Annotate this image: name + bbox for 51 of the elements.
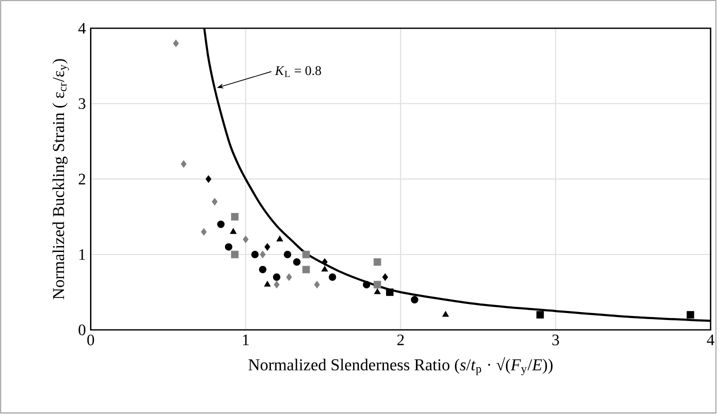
point bbox=[260, 250, 266, 258]
point bbox=[230, 228, 237, 234]
point bbox=[302, 250, 310, 258]
point bbox=[231, 213, 239, 221]
point bbox=[272, 274, 280, 282]
point bbox=[224, 243, 232, 251]
point bbox=[231, 250, 239, 258]
x-tick-label: 0 bbox=[87, 334, 94, 346]
point bbox=[251, 250, 259, 258]
point bbox=[302, 266, 310, 274]
annotation: K$_{L}$ = 0.8 bbox=[274, 66, 322, 78]
point bbox=[374, 281, 382, 289]
point bbox=[386, 288, 394, 296]
point bbox=[200, 228, 207, 236]
point bbox=[362, 281, 370, 289]
x-tick-label: 4 bbox=[706, 334, 714, 346]
point bbox=[276, 236, 284, 242]
y-tick-label: 0 bbox=[78, 324, 86, 336]
x-tick-label: 3 bbox=[552, 334, 559, 346]
y-tick-label: 2 bbox=[78, 174, 86, 185]
point bbox=[284, 250, 292, 258]
point bbox=[242, 236, 249, 244]
point bbox=[217, 220, 225, 228]
y-tick-label: 4 bbox=[78, 23, 86, 34]
point bbox=[264, 281, 271, 287]
point bbox=[374, 288, 381, 294]
point bbox=[410, 296, 418, 304]
point bbox=[442, 311, 449, 317]
point bbox=[264, 243, 270, 251]
point bbox=[180, 160, 187, 168]
point bbox=[314, 281, 320, 289]
x-tick-label: 1 bbox=[243, 334, 249, 346]
point bbox=[322, 258, 328, 266]
point bbox=[293, 258, 301, 266]
y-axis-title: Normalized Buckling Strain ( ε$_{cr}$/ε$_{y}$) bbox=[52, 59, 69, 300]
x-tick-label: 2 bbox=[397, 334, 404, 346]
point bbox=[212, 198, 218, 206]
point bbox=[536, 311, 544, 319]
point bbox=[686, 311, 694, 319]
text: Normalized Slenderness Ratio (s/t$_{p}$ · √(F$_{y}$/E)) bbox=[248, 357, 553, 376]
point bbox=[374, 258, 382, 266]
point bbox=[382, 274, 388, 282]
point bbox=[286, 274, 292, 282]
point bbox=[258, 266, 266, 274]
point bbox=[274, 281, 280, 289]
y-tick-label: 3 bbox=[78, 98, 86, 110]
point bbox=[206, 176, 212, 183]
point bbox=[173, 40, 179, 48]
y-tick-label: 1 bbox=[79, 249, 86, 260]
point bbox=[328, 274, 336, 282]
point bbox=[321, 266, 328, 272]
